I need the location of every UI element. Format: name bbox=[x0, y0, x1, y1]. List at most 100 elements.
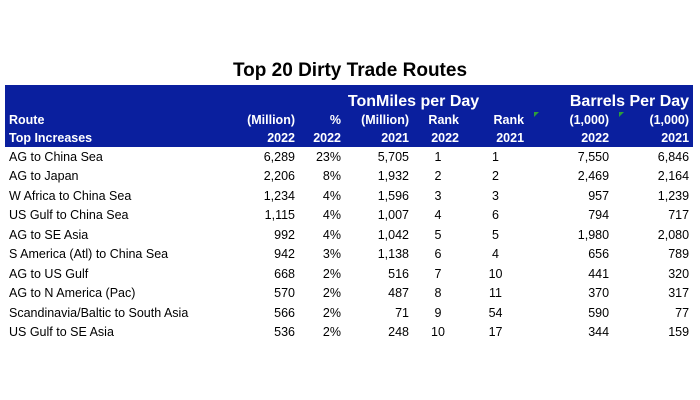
cell-route: Scandinavia/Baltic to South Asia bbox=[9, 305, 189, 320]
cell-tm2021: 516 bbox=[388, 266, 409, 281]
cell-tm2022: 570 bbox=[274, 286, 295, 301]
cell-rank2022: 9 bbox=[434, 305, 442, 320]
header-route-sub: Top Increases bbox=[9, 131, 93, 145]
header-rank2022-label: Rank bbox=[428, 113, 459, 127]
header-tm2022-year: 2022 bbox=[267, 131, 295, 145]
header-bpd2021-year: 2021 bbox=[661, 131, 690, 145]
header-group-barrels: Barrels Per Day bbox=[569, 93, 690, 110]
cell-route: S America (Atl) to China Sea bbox=[9, 247, 169, 262]
cell-rank2022: 10 bbox=[431, 325, 445, 340]
cell-pct: 2% bbox=[322, 325, 341, 340]
cell-bpd2021: 2,080 bbox=[657, 227, 690, 242]
cell-route: AG to US Gulf bbox=[9, 266, 89, 281]
table-title: Top 20 Dirty Trade Routes bbox=[232, 60, 468, 81]
comment-marker-icon bbox=[619, 112, 625, 117]
cell-rank2022: 6 bbox=[434, 247, 442, 262]
cell-rank2022: 5 bbox=[434, 227, 442, 242]
cell-rank2021: 54 bbox=[488, 305, 503, 320]
cell-route: AG to N America (Pac) bbox=[9, 286, 136, 301]
header-bpd2022-unit-text: (1,000) bbox=[569, 113, 610, 127]
cell-pct: 23% bbox=[315, 149, 341, 164]
cell-bpd2022: 2,469 bbox=[577, 169, 610, 184]
table-row: US Gulf to SE Asia 536 2% 248 10 17 344 159 bbox=[5, 323, 693, 343]
header-unit-row: Route (Million) % (Million) Rank Rank (1… bbox=[5, 111, 694, 129]
cell-tm2021: 1,596 bbox=[377, 188, 409, 203]
table-row: Scandinavia/Baltic to South Asia 566 2% 71 9… bbox=[5, 303, 693, 323]
cell-tm2021: 487 bbox=[388, 286, 409, 301]
cell-rank2021: 4 bbox=[492, 247, 499, 262]
cell-route: AG to SE Asia bbox=[9, 227, 89, 242]
cell-bpd2022: 957 bbox=[588, 188, 610, 203]
cell-pct: 4% bbox=[322, 227, 341, 242]
cell-rank2021: 10 bbox=[488, 266, 503, 281]
table-row: US Gulf to China Sea 1,115 4% 1,007 4 6 794 717 bbox=[5, 206, 693, 226]
cell-tm2022: 2,206 bbox=[263, 169, 295, 184]
cell-bpd2022: 656 bbox=[588, 247, 610, 262]
cell-tm2021: 71 bbox=[395, 305, 409, 320]
cell-rank2021: 11 bbox=[489, 286, 503, 301]
cell-pct: 2% bbox=[322, 266, 341, 281]
cell-bpd2021: 2,164 bbox=[657, 169, 690, 184]
cell-pct: 8% bbox=[322, 169, 341, 184]
cell-tm2021: 248 bbox=[388, 325, 409, 340]
cell-pct: 2% bbox=[322, 305, 341, 320]
table-row: AG to Japan 2,206 8% 1,932 2 2 2,469 2,164 bbox=[5, 167, 693, 187]
cell-pct: 3% bbox=[322, 247, 341, 262]
cell-tm2022: 536 bbox=[274, 325, 295, 340]
cell-bpd2022: 441 bbox=[588, 266, 610, 281]
header-route: Route bbox=[9, 113, 45, 127]
cell-rank2021: 5 bbox=[492, 227, 499, 242]
cell-tm2021: 5,705 bbox=[377, 149, 409, 164]
header-tm2022-unit: (Million) bbox=[247, 113, 295, 127]
cell-rank2022: 8 bbox=[434, 286, 442, 301]
header-tm2021-unit: (Million) bbox=[361, 113, 409, 127]
cell-bpd2021: 320 bbox=[668, 266, 690, 281]
table-row: W Africa to China Sea 1,234 4% 1,596 3 3 957 1,… bbox=[5, 186, 693, 206]
cell-bpd2021: 717 bbox=[668, 208, 690, 223]
cell-rank2022: 4 bbox=[434, 208, 442, 223]
cell-tm2022: 6,289 bbox=[263, 149, 295, 164]
header-pct-unit: % bbox=[329, 113, 341, 127]
header-pct-year: 2022 bbox=[313, 131, 341, 145]
cell-bpd2022: 370 bbox=[588, 286, 610, 301]
cell-tm2021: 1,007 bbox=[377, 208, 409, 223]
cell-rank2022: 3 bbox=[434, 188, 442, 203]
header-group-tonmiles: TonMiles per Day bbox=[347, 93, 480, 110]
cell-pct: 4% bbox=[322, 188, 341, 203]
header-rank2022-year: 2022 bbox=[431, 131, 459, 145]
table-row: AG to China Sea 6,289 23% 5,705 1 1 7,550 6,846 bbox=[5, 147, 693, 167]
trade-routes-table-container: TonMiles per Day Barrels Per Day Route (… bbox=[5, 85, 694, 342]
cell-rank2021: 2 bbox=[492, 169, 499, 184]
cell-rank2021: 1 bbox=[492, 149, 499, 164]
cell-tm2022: 1,115 bbox=[264, 208, 295, 223]
cell-bpd2021: 1,239 bbox=[657, 188, 690, 203]
cell-tm2021: 1,138 bbox=[377, 247, 409, 262]
header-year-row: Top Increases 2022 2022 2021 2022 2021 2… bbox=[5, 129, 694, 147]
cell-bpd2022: 1,980 bbox=[577, 227, 610, 242]
cell-pct: 4% bbox=[322, 208, 341, 223]
cell-route: AG to China Sea bbox=[9, 149, 103, 164]
cell-bpd2022: 794 bbox=[588, 208, 610, 223]
cell-tm2022: 942 bbox=[274, 247, 295, 262]
cell-tm2022: 566 bbox=[274, 305, 295, 320]
table-row: AG to N America (Pac) 570 2% 487 8 11 370 317 bbox=[5, 284, 693, 304]
comment-marker-icon bbox=[534, 112, 540, 117]
table-body: AG to China Sea 6,289 23% 5,705 1 1 7,550 6,846… bbox=[5, 147, 693, 342]
cell-pct: 2% bbox=[322, 286, 341, 301]
cell-rank2022: 7 bbox=[434, 266, 442, 281]
cell-rank2021: 3 bbox=[492, 188, 499, 203]
cell-rank2022: 1 bbox=[434, 149, 442, 164]
cell-rank2021: 6 bbox=[492, 208, 499, 223]
header-rank2021-year: 2021 bbox=[496, 131, 525, 145]
table-row: AG to US Gulf 668 2% 516 7 10 441 320 bbox=[5, 264, 693, 284]
cell-bpd2022: 7,550 bbox=[577, 149, 610, 164]
cell-rank2021: 17 bbox=[488, 325, 503, 340]
cell-route: US Gulf to SE Asia bbox=[9, 325, 114, 340]
cell-tm2022: 1,234 bbox=[263, 188, 295, 203]
header-bpd2021-unit: (1,000) bbox=[613, 111, 693, 129]
header-empty-cell bbox=[233, 85, 299, 111]
cell-bpd2022: 590 bbox=[588, 305, 610, 320]
header-rank2021-label: Rank bbox=[493, 113, 525, 127]
cell-bpd2021: 6,846 bbox=[657, 149, 690, 164]
header-bpd2021-unit-text: (1,000) bbox=[649, 113, 690, 127]
